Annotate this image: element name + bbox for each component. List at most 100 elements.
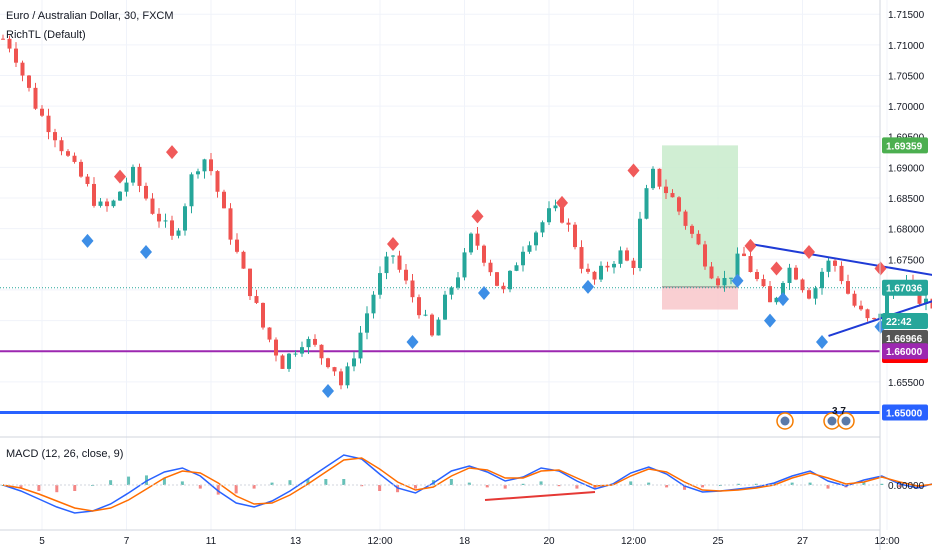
candle-body <box>131 166 135 183</box>
macd-histogram-bar <box>880 483 884 485</box>
price-badge: 1.66000 <box>882 343 928 360</box>
event-icon[interactable] <box>837 412 855 430</box>
pivot-low-marker <box>816 335 828 350</box>
candle-body <box>807 290 811 299</box>
candle-body <box>352 358 356 367</box>
candle-body <box>209 159 213 172</box>
candle-body <box>430 314 434 336</box>
pivot-high-marker <box>803 244 815 259</box>
price-badge-bg <box>882 137 928 154</box>
price-tick-label: 1.71000 <box>888 41 925 52</box>
candle-body <box>345 366 350 386</box>
candle-body <box>820 271 824 289</box>
candle-body <box>755 271 759 280</box>
price-badge-bg <box>882 343 928 360</box>
candle-body <box>92 183 96 206</box>
time-axis[interactable]: 5 7 11 13 12:00 18 20 12:00 25 27 12:00 <box>0 529 900 547</box>
macd-histogram-bar <box>898 485 902 488</box>
macd-histogram-bar <box>503 485 507 489</box>
long-position-tool[interactable] <box>662 145 738 310</box>
macd-histogram-bar <box>288 480 292 485</box>
candle-body <box>716 278 720 286</box>
macd-histogram-bar <box>736 483 740 485</box>
time-tick-label: 20 <box>543 536 555 547</box>
event-icons[interactable]: 3 7 <box>776 406 855 430</box>
macd-histogram-bar <box>593 485 597 489</box>
candle-body <box>280 355 285 369</box>
divergence-line <box>484 491 596 501</box>
price-badge: 1.67036 <box>882 279 928 296</box>
candle-body <box>7 38 12 49</box>
macd-histogram-bar <box>790 482 794 485</box>
horizontal-lines[interactable] <box>0 287 880 414</box>
candle-body <box>313 338 317 345</box>
candle-body <box>137 166 142 186</box>
pivot-low-marker <box>81 233 94 248</box>
candle-body <box>358 332 363 359</box>
candle-body <box>228 208 233 240</box>
price-tick-label: 1.65500 <box>888 378 925 389</box>
candle-body <box>410 280 415 298</box>
candle-body <box>287 353 291 369</box>
price-badge: 1.69359 <box>882 137 928 154</box>
event-icon[interactable] <box>776 412 794 430</box>
candle-body <box>781 282 785 298</box>
pivot-low-marker <box>764 313 776 328</box>
time-tick-label: 11 <box>206 536 217 547</box>
candle-body <box>573 224 577 248</box>
candle-body <box>800 279 805 291</box>
candle-body <box>540 222 545 233</box>
candle-body <box>729 277 733 279</box>
candle-body <box>449 287 454 295</box>
event-icon[interactable] <box>823 412 841 430</box>
candle-body <box>924 298 928 304</box>
candle-body <box>235 239 239 252</box>
candle-body <box>599 265 603 280</box>
candle-body <box>683 211 688 226</box>
macd-histogram-bar <box>306 479 310 485</box>
candle-body <box>371 294 376 314</box>
triangle-pattern[interactable] <box>750 242 932 337</box>
candle-body <box>488 262 493 273</box>
candle-body <box>417 297 421 316</box>
candle-body <box>261 302 265 328</box>
price-badges: 1.693591.6703622:421.669661.664871.66000… <box>882 137 928 421</box>
candle-body <box>651 168 655 189</box>
candle-body <box>527 245 532 252</box>
macd-histogram-bar <box>808 482 812 485</box>
candle-body <box>443 294 447 320</box>
candle-body <box>183 206 187 231</box>
candle-body <box>332 367 337 372</box>
pivot-high-marker <box>114 169 126 184</box>
candle-body <box>111 200 116 207</box>
candle-body <box>98 201 103 206</box>
macd-histogram-bar <box>665 485 669 488</box>
candle-body <box>241 251 246 269</box>
macd-histogram-bar <box>127 476 131 485</box>
candle-body <box>391 255 395 257</box>
macd-histogram-bar <box>360 485 364 487</box>
price-badge: 1.65000 <box>882 404 928 421</box>
candle-body <box>170 220 174 236</box>
triangle-lower-line <box>828 300 932 337</box>
macd-line <box>2 454 932 514</box>
candle-body <box>514 265 519 271</box>
candle-body <box>631 260 636 268</box>
candle-body <box>384 256 389 274</box>
pivot-low-marker <box>777 292 789 307</box>
candle-body <box>761 279 766 287</box>
candle-body <box>787 267 792 283</box>
macd-histogram-bar <box>198 485 202 489</box>
pivot-low-marker <box>478 286 490 300</box>
candle-body <box>612 263 616 268</box>
macd-title: MACD (12, 26, close, 9) <box>6 448 123 460</box>
macd-histogram-bar <box>575 485 579 489</box>
candle-body <box>560 205 564 223</box>
time-tick-label: 7 <box>124 536 130 547</box>
pivot-low-marker <box>731 273 744 288</box>
pivot-high-marker <box>627 163 640 178</box>
candle-body <box>436 319 441 336</box>
candle-body <box>644 188 649 219</box>
pivot-low-marker <box>582 279 594 294</box>
